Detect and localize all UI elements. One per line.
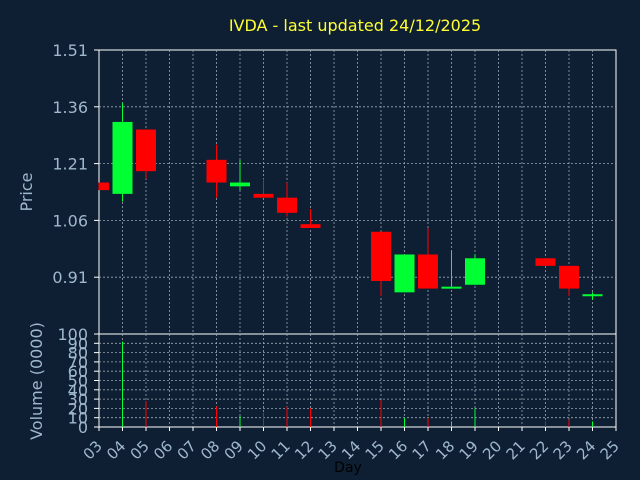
volume-tick-label: 70	[68, 353, 88, 372]
price-grid	[99, 50, 616, 334]
price-y-ticks: 1.51 1.36 1.21 1.06 0.91	[52, 41, 99, 287]
price-tick-label: 1.51	[52, 41, 88, 60]
volume-tick-label: 20	[68, 399, 88, 418]
x-tick-label: 11	[268, 437, 294, 463]
candle-body	[559, 265, 579, 289]
price-tick-label: 0.91	[52, 268, 88, 287]
x-tick-label: 15	[362, 437, 388, 463]
x-axis-label: Day	[334, 460, 362, 476]
volume-tick-label: 50	[68, 372, 88, 391]
volume-tick-label: 10	[68, 409, 88, 428]
volume-bars	[122, 341, 593, 427]
x-tick-label: 12	[291, 437, 317, 463]
candle-body	[582, 294, 603, 297]
candles	[98, 103, 603, 300]
price-tick-label: 1.21	[52, 155, 88, 174]
x-tick-label: 25	[597, 437, 623, 463]
x-tick-label: 07	[174, 437, 200, 463]
x-tick-label: 04	[103, 437, 129, 463]
price-axis-label: Price	[17, 172, 36, 211]
volume-tick-label: 80	[68, 344, 88, 363]
price-panel: 1.51 1.36 1.21 1.06 0.91 Price	[17, 41, 617, 335]
x-tick-label: 20	[479, 437, 505, 463]
volume-tick-label: 30	[68, 390, 88, 409]
x-tick-label: 19	[456, 437, 482, 463]
candle-body	[371, 231, 391, 281]
x-tick-label: 09	[221, 437, 247, 463]
volume-tick-label: 60	[68, 362, 88, 381]
volume-tick-label: 0	[78, 418, 88, 437]
x-tick-label: 05	[127, 437, 153, 463]
candle-body	[535, 258, 556, 266]
candle-body	[206, 159, 227, 183]
candle-body	[418, 254, 438, 289]
x-tick-label: 06	[150, 437, 176, 463]
volume-grid	[99, 334, 616, 427]
x-tick-label: 18	[432, 437, 458, 463]
candle-body	[394, 254, 415, 293]
x-tick-label: 24	[573, 437, 599, 463]
x-tick-label: 03	[80, 437, 106, 463]
volume-tick-label: 100	[57, 325, 88, 344]
x-tick-label: 08	[197, 437, 223, 463]
x-tick-label: 17	[409, 437, 435, 463]
volume-tick-label: 90	[68, 334, 88, 353]
x-tick-label: 10	[244, 437, 270, 463]
price-tick-label: 1.36	[52, 98, 88, 117]
candle-body	[136, 129, 156, 172]
candle-body	[253, 193, 274, 198]
x-axis-ticks: 0304050607080910111213141516171819202122…	[80, 427, 623, 463]
candle-body	[99, 182, 109, 191]
x-tick-label: 21	[503, 437, 529, 463]
candle-body	[465, 258, 485, 285]
candle-body	[300, 224, 321, 228]
x-tick-label: 23	[550, 437, 576, 463]
volume-axis-label: Volume (0000)	[27, 322, 46, 440]
volume-tick-label: 40	[68, 381, 88, 400]
candle-body	[112, 121, 133, 194]
chart-title: IVDA - last updated 24/12/2025	[229, 16, 481, 35]
price-tick-label: 1.06	[52, 211, 88, 230]
candle-body	[230, 182, 250, 187]
x-tick-label: 22	[526, 437, 552, 463]
candle-body	[441, 286, 462, 289]
x-tick-label: 16	[385, 437, 411, 463]
candle-body	[277, 197, 297, 213]
